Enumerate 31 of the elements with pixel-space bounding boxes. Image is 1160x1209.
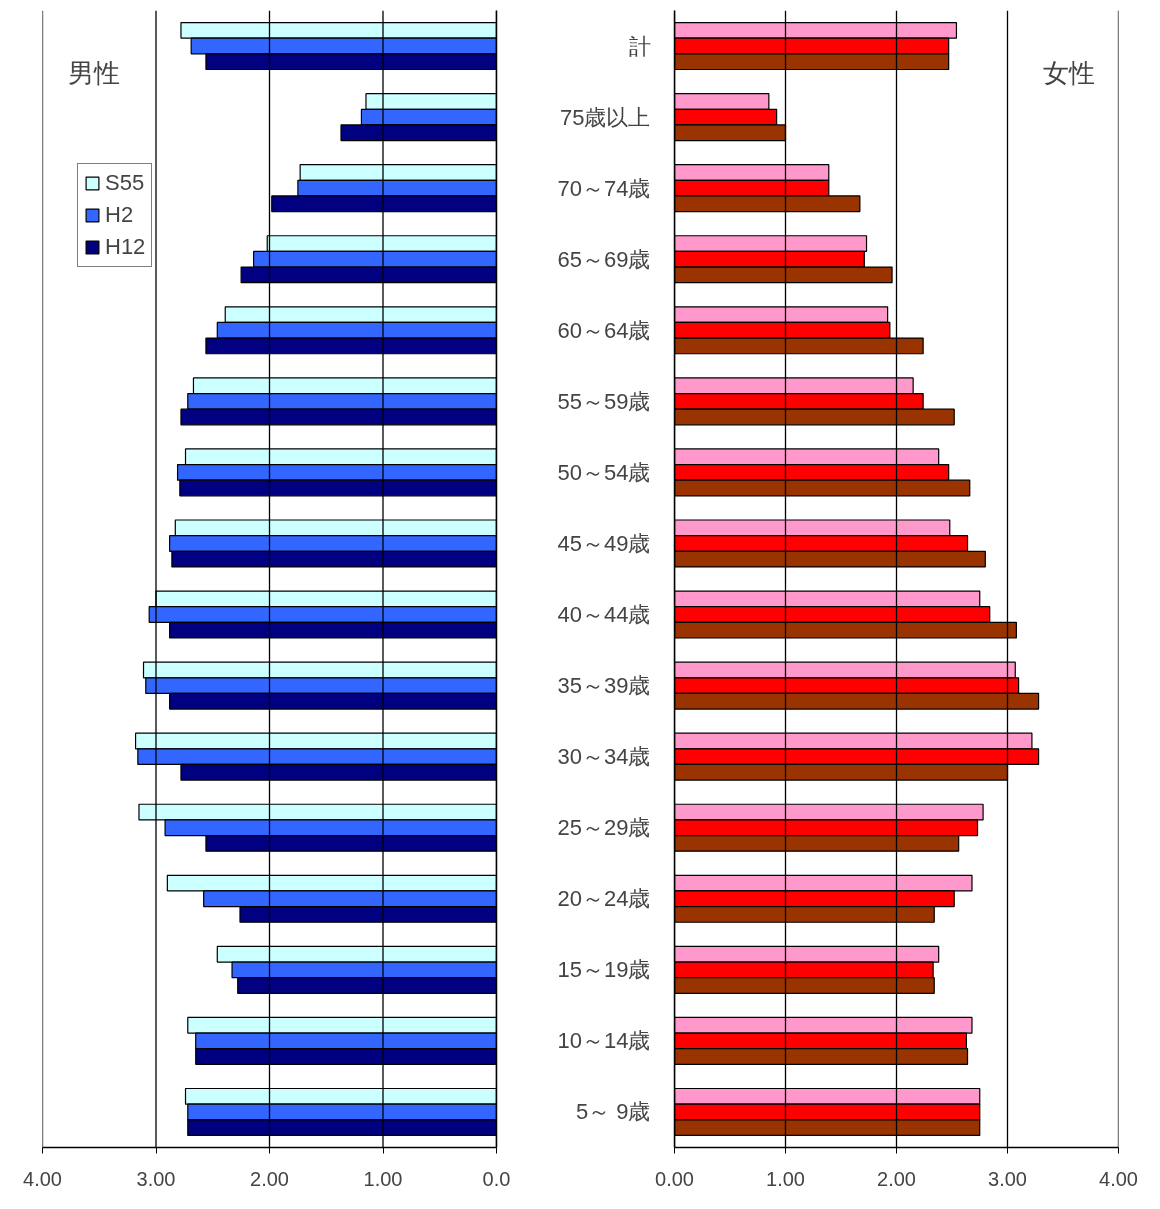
y-tick-label: 計 [628, 33, 651, 59]
y-tick-label: 40～44歳 [557, 602, 651, 628]
x-tick-label: 2.00 [877, 1167, 916, 1190]
x-tick-label: 4.00 [23, 1167, 62, 1190]
y-tick-label: 20～24歳 [557, 886, 651, 912]
annotation: 女性 [1042, 57, 1095, 88]
y-tick-label: 70～74歳 [557, 175, 651, 201]
y-tick-label: 75歳以上 [560, 104, 651, 130]
legend-label: H2 [105, 202, 134, 228]
x-tick-label: 0.0 [482, 1167, 511, 1190]
x-tick-label: 0.00 [655, 1167, 694, 1190]
x-tick-label: 2.00 [250, 1167, 289, 1190]
y-tick-label: 15～19歳 [557, 957, 651, 983]
legend-label: S55 [105, 170, 145, 196]
y-tick-label: 45～49歳 [557, 530, 651, 556]
y-tick-label: 65～69歳 [557, 246, 651, 272]
y-tick-label: 25～29歳 [557, 815, 651, 841]
annotation: 男性 [67, 57, 120, 88]
y-tick-label: 30～34歳 [557, 744, 651, 770]
y-tick-label: 50～54歳 [557, 459, 651, 485]
y-tick-label: 10～14歳 [557, 1028, 651, 1054]
y-tick-label: 60～64歳 [557, 317, 651, 343]
y-tick-label: 55～59歳 [557, 388, 651, 414]
x-tick-label: 3.00 [988, 1167, 1027, 1190]
y-tick-label: 5～ 9歳 [575, 1099, 651, 1125]
x-tick-label: 1.00 [766, 1167, 805, 1190]
x-tick-label: 1.00 [363, 1167, 403, 1190]
x-tick-label: 3.00 [136, 1167, 176, 1190]
y-tick-label: 35～39歳 [557, 673, 651, 699]
x-tick-label: 4.00 [1099, 1167, 1138, 1190]
legend-label: H12 [105, 234, 146, 260]
